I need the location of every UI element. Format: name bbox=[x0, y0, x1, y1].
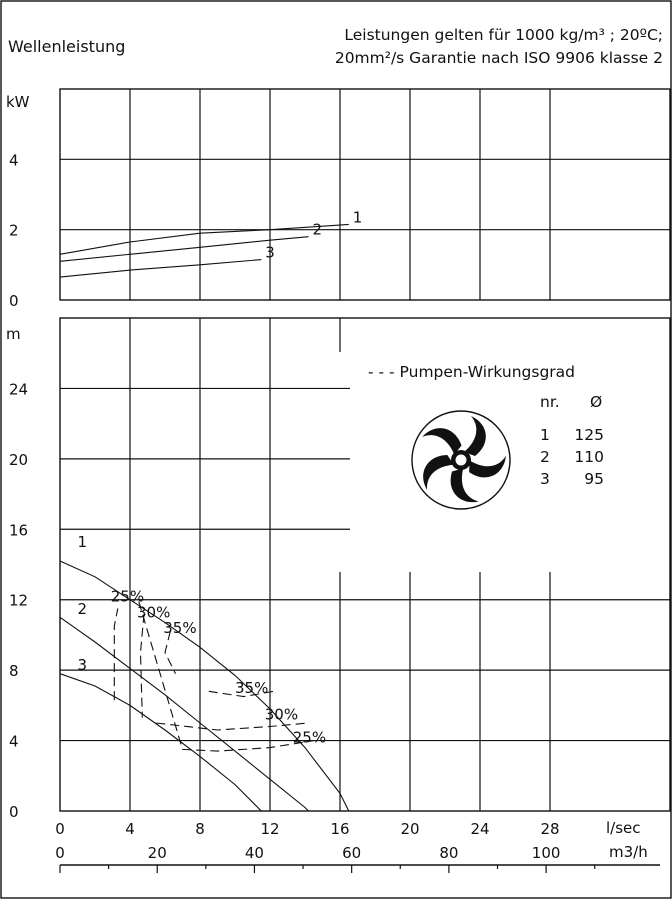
efficiency-curve-left-2 bbox=[164, 631, 176, 674]
head-y-tick-0: 0 bbox=[9, 803, 19, 821]
x-tick-lsec-0: 0 bbox=[55, 820, 65, 838]
x-tick-lsec-3: 12 bbox=[260, 820, 279, 838]
head-y-tick-4: 16 bbox=[9, 521, 28, 539]
x-tick-lsec-1: 4 bbox=[125, 820, 135, 838]
efficiency-label-2: 35% bbox=[163, 619, 196, 637]
x-tick-m3h-1: 20 bbox=[148, 844, 167, 862]
efficiency-label-0: 25% bbox=[111, 587, 144, 605]
head-y-tick-5: 20 bbox=[9, 451, 28, 469]
efficiency-curve-left-0 bbox=[113, 608, 119, 701]
power-y-tick-2: 4 bbox=[9, 151, 19, 169]
legend-title: - - - Pumpen-Wirkungsgrad bbox=[368, 363, 575, 381]
head-y-tick-1: 4 bbox=[9, 733, 19, 751]
head-y-tick-6: 24 bbox=[9, 380, 28, 398]
legend-row-diameter-2: 110 bbox=[574, 448, 604, 466]
x-tick-lsec-4: 16 bbox=[330, 820, 349, 838]
x-tick-m3h-3: 60 bbox=[342, 844, 361, 862]
legend-row-nr-3: 3 bbox=[540, 470, 550, 488]
power-curve-label-1: 1 bbox=[353, 208, 363, 226]
legend-row-nr-2: 2 bbox=[540, 448, 550, 466]
efficiency-label-3: 35% bbox=[235, 679, 268, 697]
legend-row-diameter-1: 125 bbox=[574, 426, 604, 444]
head-curve-label-2: 2 bbox=[78, 600, 88, 618]
efficiency-label-1: 30% bbox=[137, 603, 170, 621]
x-tick-lsec-7: 28 bbox=[540, 820, 559, 838]
legend-rows: 1 125 2 110 3 95 bbox=[540, 426, 604, 488]
x-tick-lsec-2: 8 bbox=[195, 820, 205, 838]
efficiency-label-5: 25% bbox=[293, 728, 326, 746]
x-tick-m3h-2: 40 bbox=[245, 844, 264, 862]
x-tick-lsec-6: 24 bbox=[470, 820, 489, 838]
head-curve-2 bbox=[59, 616, 309, 812]
head-curve-label-3: 3 bbox=[78, 656, 88, 674]
power-curve-3 bbox=[59, 259, 262, 278]
head-panel-frame bbox=[59, 317, 671, 812]
head-curve-1 bbox=[59, 560, 350, 812]
power-curves: 1 2 3 bbox=[59, 208, 363, 278]
impeller-icon bbox=[411, 410, 511, 510]
power-curve-label-2: 2 bbox=[313, 221, 323, 239]
x-axis-m3h: 0 20 40 60 80 100 bbox=[55, 844, 596, 873]
header-title: Wellenleistung bbox=[8, 37, 125, 56]
header-conditions-line2: 20mm²/s Garantie nach ISO 9906 klasse 2 bbox=[335, 49, 663, 67]
power-curve-1 bbox=[59, 223, 349, 255]
head-curves: 1 2 3 bbox=[59, 533, 350, 812]
power-curve-2 bbox=[59, 236, 309, 262]
legend: - - - Pumpen-Wirkungsgrad nr. Ø 1 125 2 110… bbox=[350, 352, 668, 572]
power-y-label: kW bbox=[6, 93, 30, 111]
efficiency-curve-right-1 bbox=[156, 722, 309, 731]
head-y-tick-3: 12 bbox=[9, 592, 28, 610]
legend-col-diameter: Ø bbox=[590, 393, 602, 411]
power-y-ticks: 0 2 4 bbox=[9, 151, 19, 310]
power-y-tick-0: 0 bbox=[9, 292, 19, 310]
efficiency-curve-left-1 bbox=[139, 613, 145, 718]
power-curve-label-3: 3 bbox=[265, 244, 275, 262]
x-tick-lsec-5: 20 bbox=[400, 820, 419, 838]
power-panel-frame bbox=[59, 88, 671, 301]
power-y-tick-1: 2 bbox=[9, 222, 19, 240]
head-y-tick-2: 8 bbox=[9, 662, 19, 680]
head-curve-3 bbox=[59, 673, 262, 812]
legend-row-nr-1: 1 bbox=[540, 426, 550, 444]
legend-row-diameter-3: 95 bbox=[584, 470, 604, 488]
head-y-ticks: 0 4 8 12 16 20 24 bbox=[9, 380, 28, 821]
efficiency-curve-right-0 bbox=[138, 601, 314, 752]
x-tick-m3h-0: 0 bbox=[55, 844, 65, 862]
efficiency-curve-right-2 bbox=[208, 690, 274, 698]
efficiency-curves: 25%30%35%35%30%25% bbox=[111, 587, 326, 752]
x-tick-m3h-4: 80 bbox=[439, 844, 458, 862]
legend-col-nr: nr. bbox=[540, 393, 560, 411]
header-conditions-line1: Leistungen gelten für 1000 kg/m³ ; 20ºC; bbox=[344, 26, 663, 44]
power-panel: 0 2 4 kW 1 2 3 bbox=[6, 88, 671, 310]
head-curve-label-1: 1 bbox=[78, 533, 88, 551]
head-grid bbox=[60, 318, 670, 811]
x-axis-lsec: 0 4 8 12 16 20 24 28 bbox=[55, 820, 559, 838]
x-axis-lsec-label: l/sec bbox=[606, 819, 641, 837]
x-tick-m3h-5: 100 bbox=[532, 844, 561, 862]
x-axis-m3h-label: m3/h bbox=[609, 843, 648, 861]
efficiency-label-4: 30% bbox=[265, 705, 298, 723]
head-y-label: m bbox=[6, 325, 21, 343]
